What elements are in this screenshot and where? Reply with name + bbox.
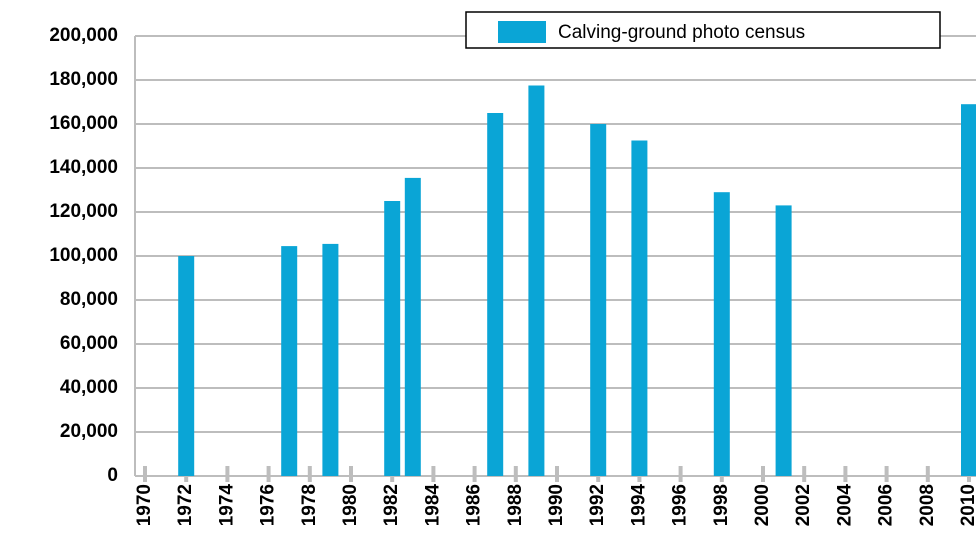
x-tick-label: 1984 bbox=[422, 484, 443, 527]
y-tick-label: 100,000 bbox=[49, 245, 118, 266]
bar bbox=[487, 113, 504, 476]
y-tick-label: 20,000 bbox=[60, 421, 118, 442]
x-tick-label: 1970 bbox=[134, 484, 155, 526]
y-tick-label: 40,000 bbox=[60, 377, 118, 398]
bar bbox=[961, 104, 976, 476]
x-tick-label: 1978 bbox=[299, 484, 320, 526]
y-tick-label: 140,000 bbox=[49, 157, 118, 178]
bar bbox=[404, 177, 421, 476]
x-tick-label: 2002 bbox=[793, 484, 814, 526]
y-tick-label: 120,000 bbox=[49, 201, 118, 222]
bar bbox=[590, 124, 607, 476]
x-tick-label: 1986 bbox=[464, 484, 485, 526]
bar bbox=[322, 243, 339, 476]
x-tick-label: 1982 bbox=[381, 484, 402, 526]
x-tick-label: 2004 bbox=[834, 484, 855, 527]
x-tick-label: 1996 bbox=[670, 484, 691, 526]
bar bbox=[178, 256, 195, 476]
bar bbox=[631, 140, 648, 476]
x-tick-label: 2010 bbox=[958, 484, 976, 526]
y-tick-label: 80,000 bbox=[60, 289, 118, 310]
y-tick-label: 0 bbox=[107, 465, 118, 486]
y-tick-label: 180,000 bbox=[49, 69, 118, 90]
x-tick-label: 1988 bbox=[505, 484, 526, 526]
legend-label: Calving-ground photo census bbox=[558, 22, 805, 43]
bar bbox=[528, 85, 545, 476]
bar bbox=[281, 246, 298, 476]
bar bbox=[713, 192, 730, 476]
x-tick-label: 1992 bbox=[587, 484, 608, 526]
x-tick-label: 2000 bbox=[752, 484, 773, 526]
x-tick-label: 2006 bbox=[876, 484, 897, 526]
bar bbox=[775, 205, 792, 476]
x-tick-label: 1990 bbox=[546, 484, 567, 526]
y-tick-label: 200,000 bbox=[49, 25, 118, 46]
y-tick-label: 60,000 bbox=[60, 333, 118, 354]
x-tick-label: 1972 bbox=[175, 484, 196, 526]
x-tick-label: 1974 bbox=[216, 484, 237, 527]
x-tick-label: 1994 bbox=[628, 484, 649, 527]
legend-swatch bbox=[498, 21, 546, 43]
bar bbox=[384, 201, 401, 476]
x-tick-label: 1980 bbox=[340, 484, 361, 526]
x-tick-label: 1976 bbox=[258, 484, 279, 526]
x-tick-label: 2008 bbox=[917, 484, 938, 526]
x-tick-label: 1998 bbox=[711, 484, 732, 526]
y-tick-label: 160,000 bbox=[49, 113, 118, 134]
